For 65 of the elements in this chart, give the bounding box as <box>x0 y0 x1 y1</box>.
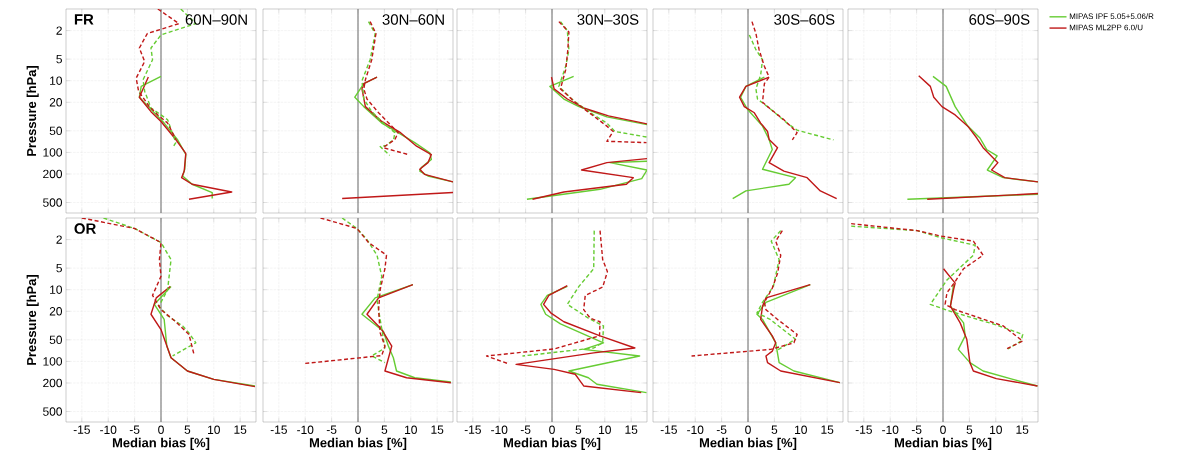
y-tick-label: 500 <box>43 198 63 207</box>
y-tick-label: 5 <box>56 54 62 64</box>
x-tick-label: 0 <box>549 425 555 434</box>
x-tick-label: -15 <box>660 425 677 434</box>
x-tick-label: -10 <box>491 425 508 434</box>
x-tick-label: -15 <box>464 425 481 434</box>
y-tick-label: 500 <box>43 407 63 416</box>
chart-title: 30N–30S <box>577 14 639 25</box>
y-tick-label: 10 <box>50 285 63 294</box>
x-tick-label: -5 <box>716 425 727 434</box>
y-tick-label: 100 <box>43 148 63 157</box>
x-tick-label: 15 <box>1016 425 1029 434</box>
x-tick-label: 5 <box>381 425 388 434</box>
y-tick-label: 50 <box>49 126 63 136</box>
y-tick-label: 20 <box>49 307 63 316</box>
x-tick-label: -15 <box>855 425 872 434</box>
x-tick-label: 10 <box>795 425 807 434</box>
y-tick-label: 50 <box>49 335 63 345</box>
x-tick-label: -15 <box>270 425 287 434</box>
x-axis-title: Median bias [%] <box>503 437 601 450</box>
y-tick-label: 2 <box>56 235 62 244</box>
chart-title: 60S–90S <box>969 14 1030 25</box>
chart-title: 60N–90N <box>185 14 247 25</box>
x-tick-label: -10 <box>100 425 117 434</box>
x-tick-label: 5 <box>184 425 191 434</box>
y-tick-label: 10 <box>50 76 63 85</box>
y-tick-label: 2 <box>56 26 62 35</box>
x-tick-label: 15 <box>625 425 638 434</box>
chart-title: 30N–60N <box>382 14 444 25</box>
y-tick-label: 100 <box>43 357 63 366</box>
x-tick-label: -10 <box>297 425 314 434</box>
x-tick-label: -5 <box>520 425 531 434</box>
x-tick-label: 5 <box>771 425 778 434</box>
x-tick-label: 15 <box>431 425 444 434</box>
x-tick-label: -5 <box>129 425 140 434</box>
x-tick-label: 0 <box>745 425 751 434</box>
x-tick-label: -5 <box>326 425 337 434</box>
x-tick-label: 10 <box>405 425 417 434</box>
x-tick-label: 0 <box>355 425 361 434</box>
y-tick-label: 20 <box>49 98 63 107</box>
x-tick-label: 5 <box>575 425 582 434</box>
y-axis-title: Pressure [hPa] <box>26 66 39 156</box>
x-axis-title: Median bias [%] <box>112 437 210 450</box>
x-tick-label: 10 <box>208 425 220 434</box>
x-axis-title: Median bias [%] <box>309 437 407 450</box>
y-axis-title: Pressure [hPa] <box>26 275 39 365</box>
x-axis-title: Median bias [%] <box>699 437 797 450</box>
x-tick-label: 0 <box>158 425 164 434</box>
x-tick-label: 15 <box>821 425 834 434</box>
y-tick-label: 5 <box>56 263 62 273</box>
x-tick-label: -5 <box>911 425 922 434</box>
x-tick-label: 5 <box>966 425 973 434</box>
x-tick-label: 15 <box>234 425 247 434</box>
x-tick-label: 0 <box>940 425 946 434</box>
x-tick-label: 10 <box>599 425 611 434</box>
x-tick-label: -15 <box>73 425 90 434</box>
annotation: OR <box>74 223 97 234</box>
y-tick-label: 200 <box>43 169 63 179</box>
x-tick-label: 10 <box>990 425 1002 434</box>
x-axis-title: Median bias [%] <box>894 437 992 450</box>
annotation: FR <box>74 14 94 25</box>
y-tick-label: 200 <box>43 378 63 388</box>
x-tick-label: -10 <box>882 425 899 434</box>
chart-title: 30S–60S <box>774 14 835 25</box>
x-tick-label: -10 <box>687 425 704 434</box>
